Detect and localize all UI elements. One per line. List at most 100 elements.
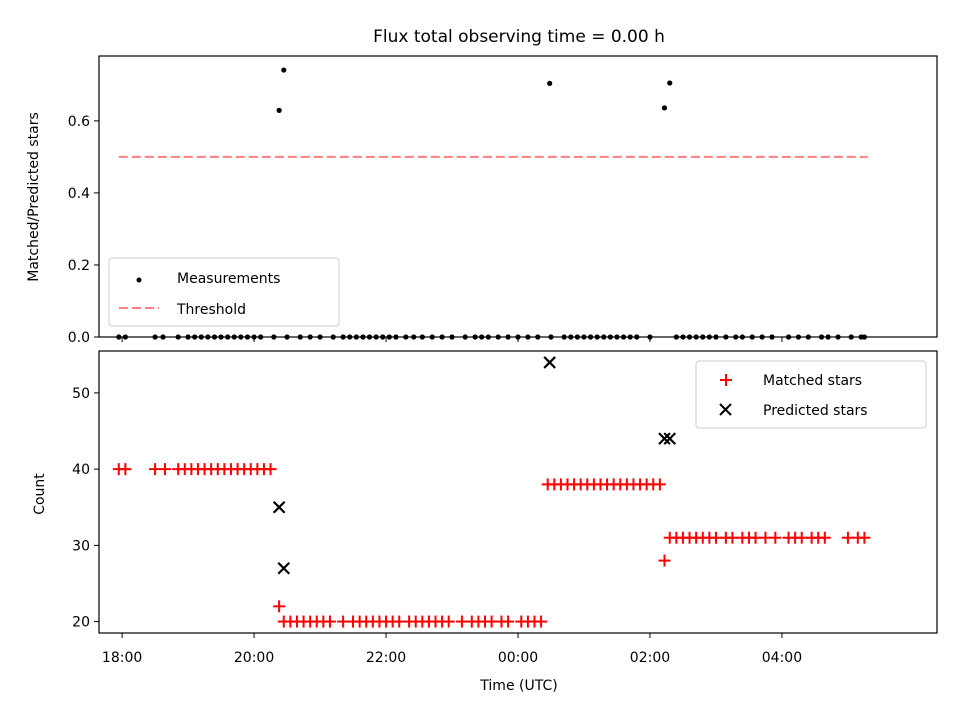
measurement-point	[244, 334, 251, 340]
predicted-stars-point-b	[277, 561, 291, 575]
measurement-point	[271, 334, 277, 340]
matched-stars-point	[323, 615, 336, 628]
measurement-point	[122, 334, 128, 340]
measurement-point	[525, 334, 531, 340]
measurement-point	[360, 334, 366, 340]
top-legend: Measurements Threshold	[108, 257, 340, 327]
measurement-point	[307, 334, 313, 340]
measurement-point	[347, 334, 353, 340]
measurement-point	[160, 334, 166, 340]
measurement-point	[601, 334, 607, 340]
chart-title: Flux total observing time = 0.00 h	[373, 27, 665, 47]
y-tick-label: 50	[72, 386, 90, 402]
legend-measurements-marker	[136, 277, 142, 283]
measurement-point	[693, 334, 699, 340]
measurement-point	[769, 334, 775, 340]
y-tick-label: 0.0	[68, 330, 90, 346]
y-tick-label: 0.6	[68, 114, 90, 130]
bottom-legend: Matched stars Predicted stars	[695, 360, 927, 429]
matched-stars-point	[264, 463, 277, 476]
measurement-point	[380, 334, 386, 340]
bottom-x-axis-label: Time (UTC)	[479, 678, 557, 694]
measurement-point	[198, 334, 204, 340]
measurement-point	[759, 334, 765, 340]
measurement-point	[627, 334, 633, 340]
measurement-point	[848, 334, 854, 340]
measurement-point	[785, 334, 792, 340]
y-tick-label: 20	[72, 615, 90, 631]
measurement-point	[462, 334, 468, 340]
measurement-point	[205, 334, 211, 340]
measurement-point	[231, 334, 237, 340]
measurement-point	[185, 334, 191, 340]
measurement-point	[733, 334, 739, 340]
measurement-point	[673, 334, 679, 340]
x-tick-label: 18:00	[102, 650, 142, 666]
measurement-point	[706, 334, 712, 340]
measurement-point	[192, 334, 198, 340]
measurement-point	[713, 334, 719, 340]
measurement-point	[116, 334, 122, 340]
y-tick-label: 0.2	[68, 258, 90, 274]
measurement-point	[723, 334, 729, 340]
measurement-point	[835, 334, 841, 340]
x-tick-label: 20:00	[234, 650, 274, 666]
measurement-point	[211, 334, 218, 340]
measurement-point	[568, 334, 574, 340]
predicted-stars-point	[277, 561, 291, 575]
bottom-plot-marks	[112, 356, 871, 628]
matched-stars-point	[858, 531, 871, 544]
predicted-stars-point	[658, 432, 671, 445]
bottom-y-axis: 20 30 40 50	[72, 386, 99, 631]
measurement-point	[607, 334, 613, 340]
matched-stars-point	[658, 554, 671, 567]
matched-stars-point	[273, 600, 286, 613]
bottom-y-axis-label: Count	[32, 473, 48, 515]
measurement-point	[739, 334, 745, 340]
x-tick-label: 02:00	[630, 650, 670, 666]
measurement-point	[587, 334, 594, 340]
measurement-point	[581, 334, 587, 340]
x-tick-label: 00:00	[498, 650, 538, 666]
measurement-point	[515, 334, 521, 340]
legend-threshold-label: Threshold	[176, 302, 246, 318]
measurement-point	[686, 334, 693, 340]
measurement-point	[218, 334, 224, 340]
measurement-point	[284, 334, 290, 340]
measurement-point	[393, 334, 399, 340]
matched-stars-point	[818, 531, 831, 544]
predicted-stars-point	[272, 500, 286, 514]
measurement-point	[535, 334, 541, 340]
measurement-point	[825, 334, 831, 340]
measurement-point	[634, 334, 640, 340]
measurement-point	[366, 334, 373, 340]
legend-predicted-marker	[719, 403, 732, 416]
measurement-point	[749, 334, 755, 340]
measurement-point	[680, 334, 686, 340]
matched-stars-point	[442, 615, 455, 628]
y-tick-label: 40	[72, 462, 90, 478]
measurement-point	[485, 334, 491, 340]
measurement-point	[861, 334, 868, 340]
predicted-stars-point-b	[272, 500, 286, 514]
measurement-point	[805, 334, 811, 340]
measurement-point	[548, 334, 554, 340]
measurement-point	[419, 334, 425, 340]
measurement-point	[667, 80, 673, 86]
top-y-axis: 0.0 0.2 0.4 0.6	[68, 114, 99, 346]
measurement-point	[175, 334, 181, 340]
matched-stars-point	[502, 615, 515, 628]
y-tick-label: 0.4	[68, 186, 90, 202]
measurement-point	[561, 334, 567, 340]
measurement-point	[439, 334, 445, 340]
matched-stars-point	[158, 463, 171, 476]
legend-matched-marker	[720, 374, 732, 386]
measurement-point	[449, 334, 455, 340]
predicted-stars-point	[663, 432, 677, 445]
measurement-point	[505, 334, 511, 340]
measurement-point	[574, 334, 580, 340]
measurement-point	[238, 334, 244, 340]
top-legend-frame	[108, 257, 340, 327]
x-tick-label: 22:00	[366, 650, 406, 666]
